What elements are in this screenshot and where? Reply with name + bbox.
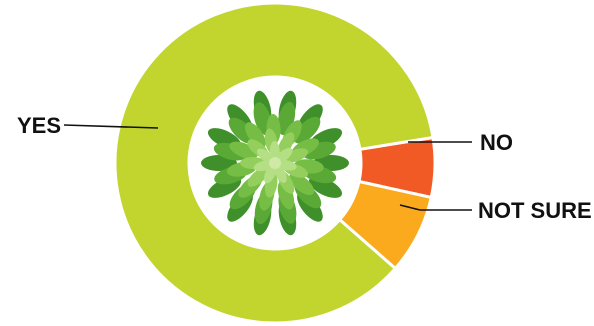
label-no: NO <box>480 130 513 155</box>
slice-yes <box>113 1 435 325</box>
leaf-shape <box>277 132 295 156</box>
leaf-shape <box>245 122 266 149</box>
leaf-shape <box>229 141 258 159</box>
label-yes: YES <box>17 113 61 138</box>
donut-slices <box>113 1 437 325</box>
leaf-shape <box>247 167 269 187</box>
plant-center <box>269 157 281 169</box>
label-not-sure: NOT SURE <box>478 198 592 223</box>
leaf-shape <box>289 173 315 195</box>
leaf-shape <box>293 116 321 144</box>
center-plant-image <box>201 90 349 236</box>
leader-line-not-sure-a <box>399 204 421 211</box>
leader-line-yes <box>63 124 159 129</box>
